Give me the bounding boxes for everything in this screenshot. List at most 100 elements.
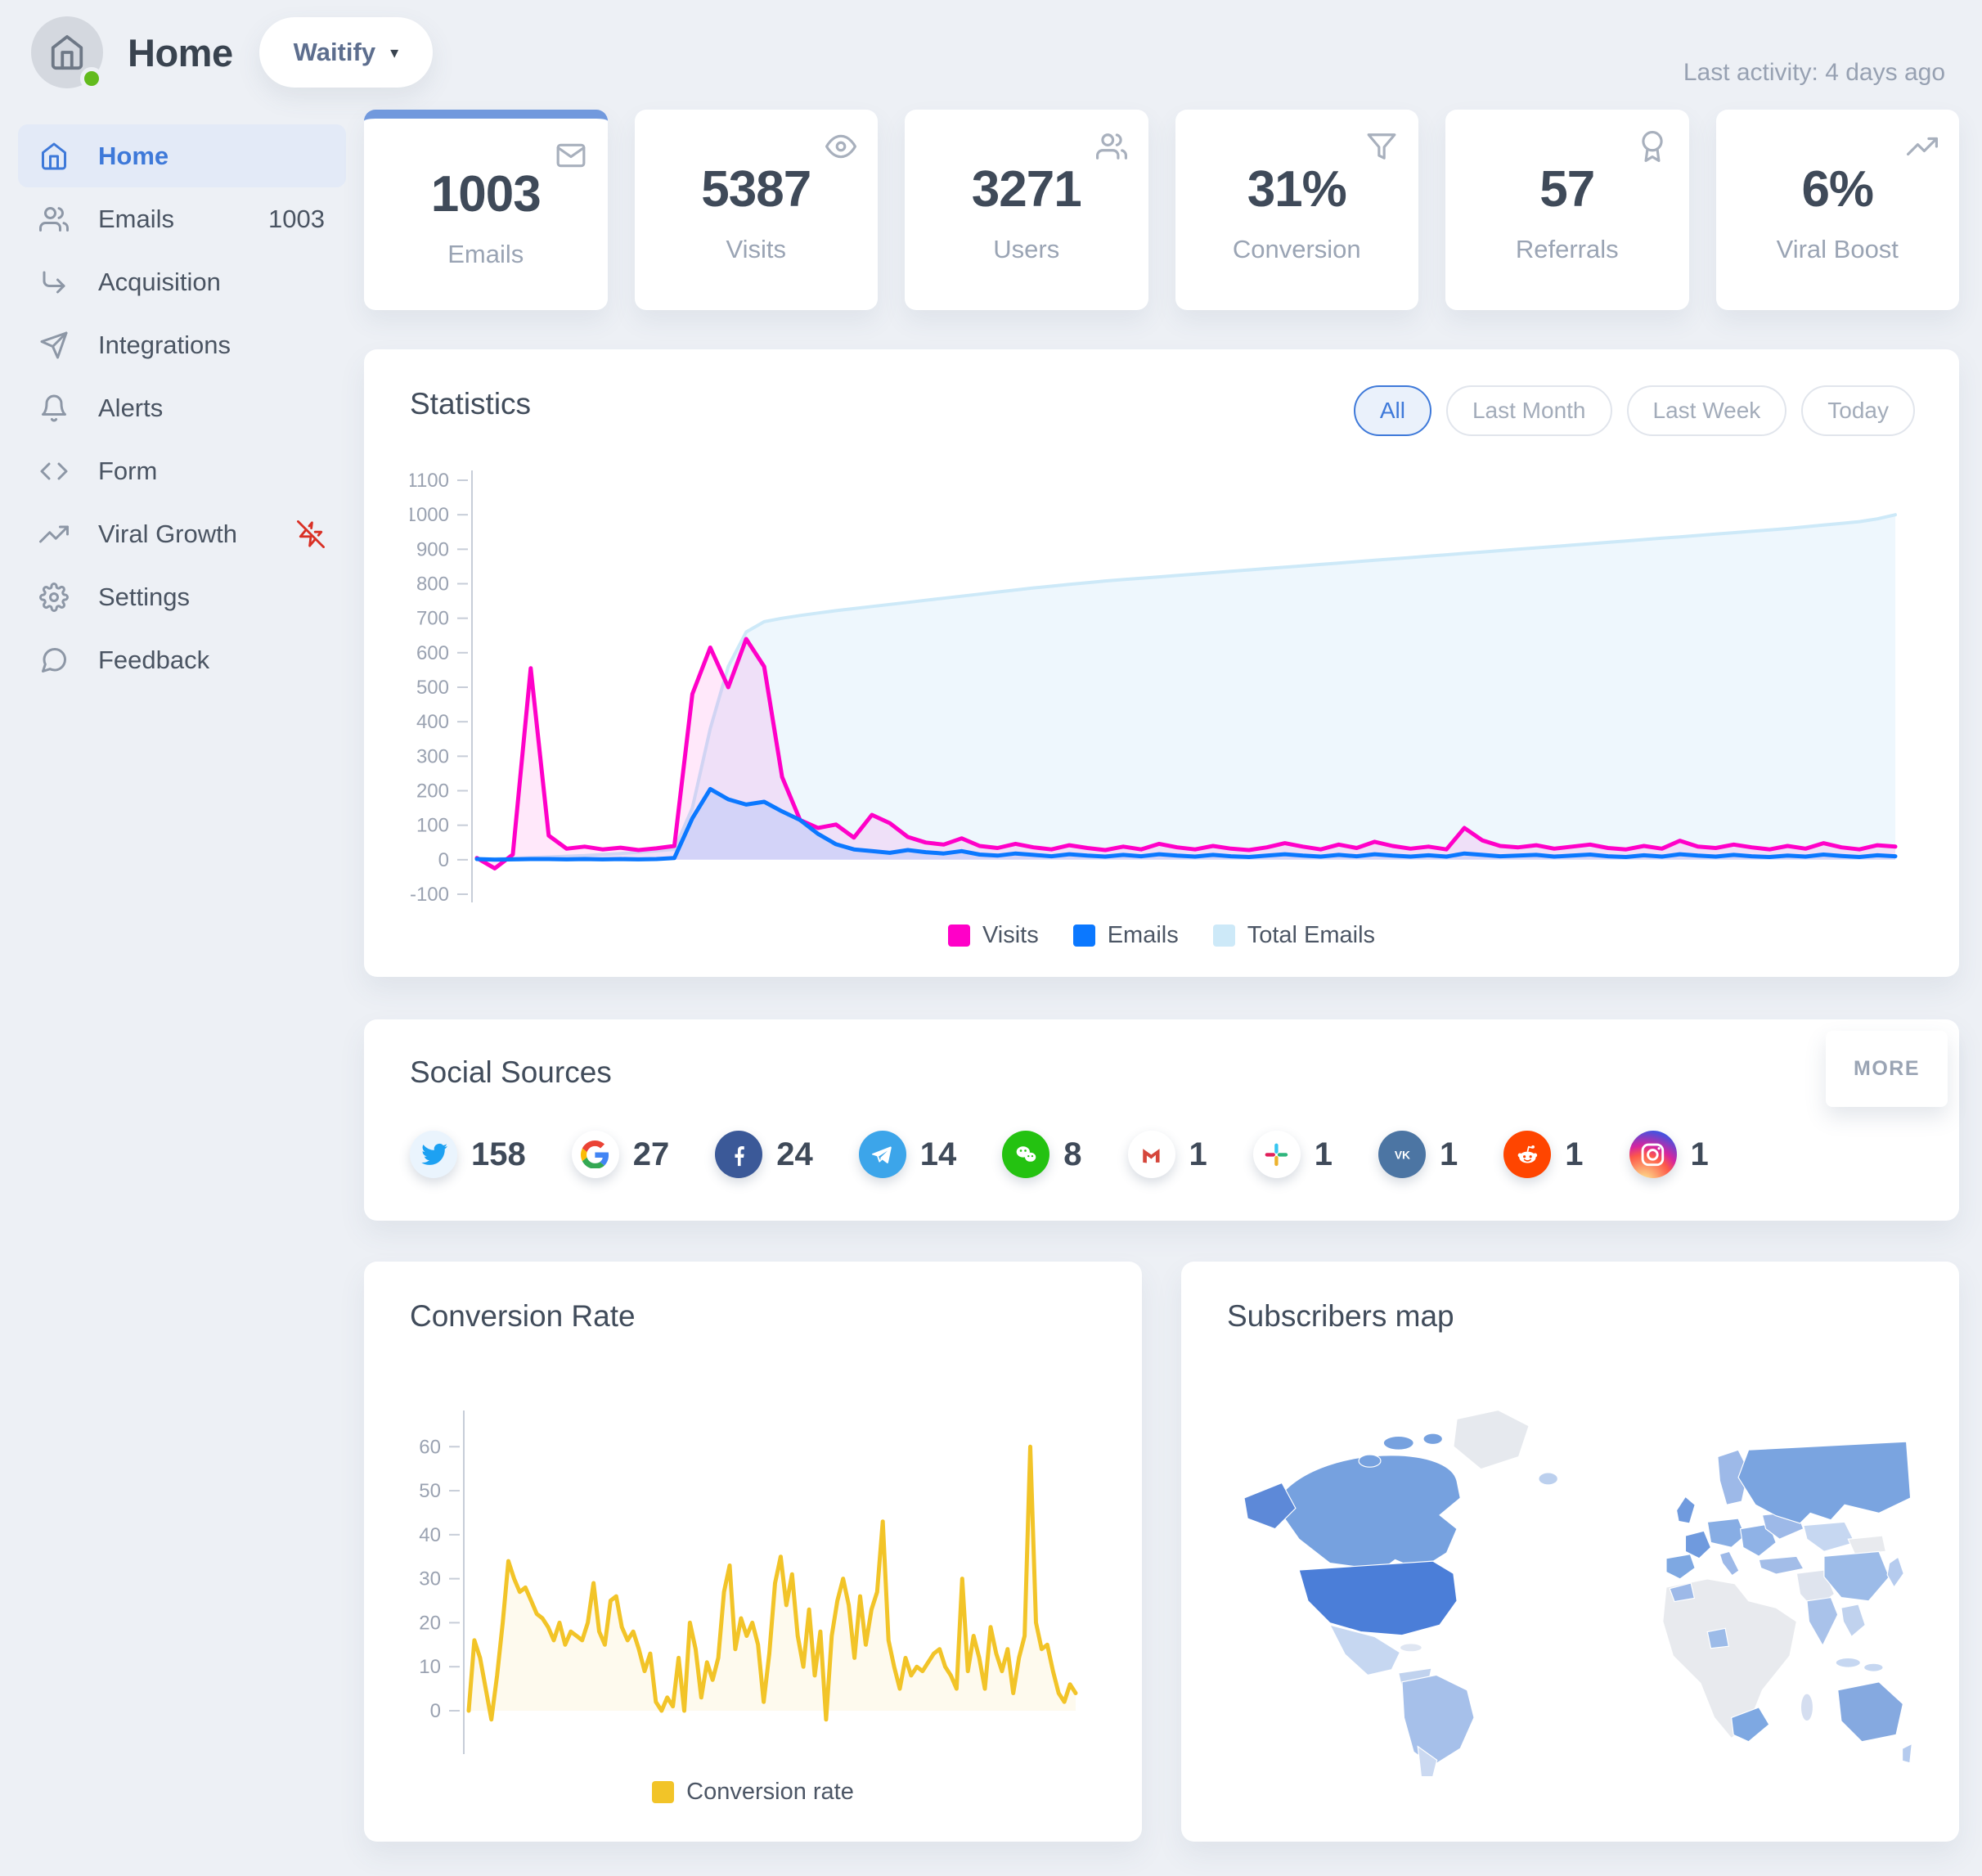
region-se-asia[interactable] [1840,1604,1866,1638]
region-brazil[interactable] [1401,1674,1475,1766]
region-mexico[interactable] [1328,1624,1401,1676]
last-activity-label: Last activity: 4 days ago [1683,59,1945,86]
statistics-legend: Visits Emails Total Emails [410,922,1913,949]
region-canada[interactable] [1274,1455,1461,1571]
sidebar-item-form[interactable]: Form [18,439,346,502]
stat-value: 31% [1247,161,1347,218]
award-icon [1641,131,1663,162]
sidebar-item-viral-growth[interactable]: Viral Growth [18,502,346,565]
sidebar-item-feedback[interactable]: Feedback [18,628,346,691]
stat-card-viral-boost[interactable]: 6% Viral Boost [1715,110,1959,310]
region-africa[interactable] [1662,1578,1798,1739]
svg-text:0: 0 [430,1700,441,1722]
mail-icon [556,143,585,168]
stat-card-conversion[interactable]: 31% Conversion [1175,110,1418,310]
social-source-count: 1 [1314,1136,1333,1172]
legend-item-total-emails: Total Emails [1212,922,1375,949]
region-kazakhstan[interactable] [1803,1521,1856,1553]
region-india[interactable] [1806,1596,1839,1647]
svg-text:50: 50 [419,1480,441,1502]
region-arctic-island[interactable] [1382,1435,1414,1451]
region-china[interactable] [1823,1550,1890,1602]
svg-text:600: 600 [416,642,449,664]
stat-cards-row: 1003 Emails 5387 Visits 3271 Users 31% Conversi… [364,110,1959,310]
region-australia[interactable] [1837,1681,1904,1743]
social-source-gmail[interactable]: 1 [1127,1131,1207,1178]
region-indonesia[interactable] [1863,1662,1884,1672]
social-source-count: 1 [1440,1136,1458,1172]
region-iberia[interactable] [1665,1554,1696,1580]
region-scandinavia[interactable] [1717,1449,1750,1506]
region-central-europe[interactable] [1706,1518,1746,1548]
filter-last-month[interactable]: Last Month [1445,385,1612,436]
social-source-vk[interactable]: VK 1 [1378,1131,1458,1178]
filter-today[interactable]: Today [1801,385,1915,436]
legend-label: Conversion rate [686,1779,854,1805]
region-alaska[interactable] [1243,1482,1297,1530]
workspace-selector[interactable]: Waitify ▾ [258,17,434,88]
sidebar-item-label: Form [98,456,158,485]
sidebar-item-emails[interactable]: Emails 1003 [18,187,346,250]
social-source-google[interactable]: 27 [571,1131,669,1178]
stat-card-visits[interactable]: 5387 Visits [634,110,878,310]
region-madagascar[interactable] [1800,1693,1814,1722]
filter-icon [1367,133,1396,160]
social-source-telegram[interactable]: 14 [858,1131,956,1178]
sidebar-item-label: Acquisition [98,267,221,296]
svg-text:100: 100 [416,815,449,837]
region-indonesia[interactable] [1835,1657,1861,1668]
region-argentina[interactable] [1417,1745,1438,1778]
sidebar-item-label: Settings [98,582,191,611]
sidebar-item-acquisition[interactable]: Acquisition [18,250,346,313]
social-source-slack[interactable]: 1 [1252,1131,1333,1178]
svg-text:20: 20 [419,1612,441,1634]
stat-value: 57 [1539,161,1595,218]
region-usa[interactable] [1298,1560,1458,1636]
region-france[interactable] [1684,1530,1712,1559]
more-button[interactable]: MORE [1826,1031,1948,1107]
avatar[interactable] [31,16,103,90]
stat-card-emails[interactable]: 1003 Emails [364,110,608,310]
svg-text:1100: 1100 [410,470,449,492]
region-turkey[interactable] [1758,1555,1804,1575]
stat-card-users[interactable]: 3271 Users [905,110,1148,310]
sidebar-item-alerts[interactable]: Alerts [18,376,346,439]
time-filter-group: All Last Month Last Week Today [1353,385,1915,436]
sidebar-item-settings[interactable]: Settings [18,565,346,628]
region-uk[interactable] [1675,1496,1696,1524]
legend-label: Emails [1107,922,1179,948]
social-source-reddit[interactable]: 1 [1503,1131,1584,1178]
region-italy[interactable] [1719,1550,1740,1577]
svg-text:40: 40 [419,1524,441,1546]
region-arctic-island[interactable] [1422,1433,1444,1446]
telegram-icon [858,1131,906,1178]
filter-last-week[interactable]: Last Week [1626,385,1787,436]
wechat-icon [1002,1131,1050,1178]
region-japan[interactable] [1886,1556,1904,1589]
region-arctic-island[interactable] [1358,1454,1382,1468]
social-source-instagram[interactable]: 1 [1629,1131,1709,1178]
region-greenland[interactable] [1453,1409,1530,1470]
region-south-africa[interactable] [1731,1707,1770,1743]
stat-card-referrals[interactable]: 57 Referrals [1445,110,1689,310]
region-nigeria[interactable] [1706,1627,1730,1649]
social-source-twitter[interactable]: 158 [410,1131,526,1178]
social-source-count: 1 [1690,1136,1709,1172]
region-iceland[interactable] [1538,1472,1558,1486]
social-source-facebook[interactable]: 24 [715,1131,813,1178]
region-new-zealand[interactable] [1901,1743,1913,1764]
svg-text:-100: -100 [410,884,449,906]
social-source-wechat[interactable]: 8 [1002,1131,1082,1178]
filter-all[interactable]: All [1353,385,1431,436]
twitter-icon [410,1131,457,1178]
region-mongolia[interactable] [1847,1535,1887,1555]
region-morocco[interactable] [1669,1582,1696,1603]
sidebar-item-integrations[interactable]: Integrations [18,313,346,376]
statistics-card: Statistics All Last Month Last Week Today 1… [364,349,1959,977]
sidebar-item-home[interactable]: Home [18,124,346,187]
svg-text:500: 500 [416,677,449,699]
region-russia[interactable] [1737,1441,1912,1524]
region-cuba[interactable] [1399,1643,1422,1653]
svg-text:60: 60 [419,1436,441,1458]
sidebar-item-label: Alerts [98,393,164,422]
